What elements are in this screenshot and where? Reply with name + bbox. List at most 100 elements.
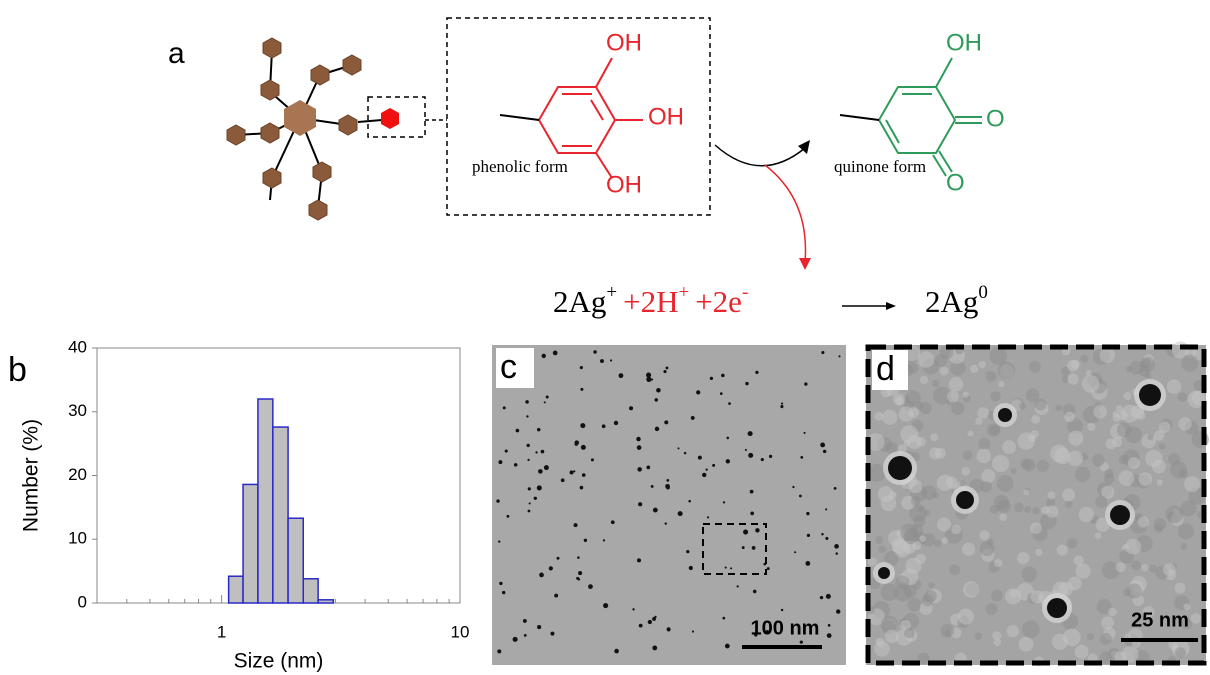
particle xyxy=(720,392,723,395)
particle xyxy=(574,523,578,527)
particle xyxy=(549,566,553,570)
texture xyxy=(1093,405,1107,419)
particle xyxy=(529,502,531,504)
group-label: OH xyxy=(606,29,642,56)
particle xyxy=(702,473,706,477)
particle xyxy=(677,447,679,449)
particle xyxy=(591,458,594,461)
texture xyxy=(1145,450,1162,467)
texture xyxy=(1128,457,1140,469)
texture xyxy=(1100,347,1116,363)
particle xyxy=(506,515,509,518)
texture xyxy=(1180,543,1187,550)
panel-label: b xyxy=(8,351,27,389)
texture xyxy=(874,641,890,657)
particle xyxy=(726,459,730,463)
particle xyxy=(580,366,583,369)
particle xyxy=(629,406,633,410)
particle xyxy=(569,470,573,474)
reaction-arrow xyxy=(715,145,805,166)
particle xyxy=(523,619,527,623)
particle xyxy=(611,520,615,524)
texture xyxy=(1046,505,1058,517)
texture xyxy=(1021,458,1032,469)
particle xyxy=(710,377,713,380)
texture xyxy=(935,448,946,459)
particle xyxy=(614,649,619,654)
texture xyxy=(1014,502,1024,512)
particle xyxy=(834,487,837,490)
particle xyxy=(651,485,654,488)
texture xyxy=(979,530,989,540)
particle xyxy=(725,644,730,649)
texture xyxy=(1175,647,1186,658)
particle xyxy=(827,633,832,638)
texture xyxy=(895,575,909,589)
particle xyxy=(576,577,579,580)
particle xyxy=(696,390,700,394)
particle xyxy=(730,567,732,569)
texture xyxy=(1116,405,1123,412)
x-axis-label: Size (nm) xyxy=(234,650,324,673)
eq-term: +2H xyxy=(623,284,678,319)
core xyxy=(284,100,316,136)
particle xyxy=(806,512,809,515)
particle xyxy=(542,354,546,358)
particle xyxy=(686,550,689,553)
texture xyxy=(1159,443,1166,450)
texture xyxy=(998,362,1016,380)
eq-term: 2Ag xyxy=(925,284,978,319)
texture xyxy=(912,541,921,550)
texture xyxy=(951,402,964,415)
particle xyxy=(503,406,506,409)
particle xyxy=(804,382,807,385)
texture xyxy=(882,410,897,425)
particle xyxy=(525,400,529,404)
texture xyxy=(920,376,928,384)
bar xyxy=(258,399,273,603)
texture xyxy=(1047,491,1055,499)
particle xyxy=(648,620,652,624)
texture xyxy=(1019,403,1026,410)
particle xyxy=(750,512,754,516)
particle xyxy=(544,401,546,403)
texture xyxy=(998,381,1004,387)
texture xyxy=(1178,392,1188,402)
texture xyxy=(875,536,883,544)
particle xyxy=(805,561,810,566)
texture xyxy=(1184,476,1200,492)
cube xyxy=(227,125,245,145)
texture xyxy=(1087,423,1095,431)
particle xyxy=(743,529,748,534)
particle xyxy=(821,533,823,535)
phenolic-groups: OH OH OH xyxy=(606,29,684,198)
particle xyxy=(835,552,837,554)
texture xyxy=(963,392,969,398)
texture xyxy=(1028,434,1036,442)
texture xyxy=(1030,522,1042,534)
eq-term: +2e xyxy=(695,284,742,319)
reduction-arrow xyxy=(765,165,806,262)
particle xyxy=(750,490,754,494)
texture xyxy=(962,543,975,556)
particle xyxy=(654,398,658,402)
particle xyxy=(610,359,612,361)
particle xyxy=(652,646,657,651)
particle xyxy=(561,478,565,482)
texture xyxy=(1115,562,1125,572)
particle xyxy=(588,584,593,589)
texture xyxy=(1022,566,1038,582)
y-axis-label: Number (%) xyxy=(20,419,43,532)
cube xyxy=(263,38,281,58)
particle xyxy=(580,388,583,391)
particle xyxy=(761,458,764,461)
y-tick-label: 10 xyxy=(68,529,87,548)
particle xyxy=(580,423,585,428)
particle xyxy=(546,395,549,398)
particle xyxy=(614,421,618,425)
texture xyxy=(1127,583,1142,598)
particle xyxy=(742,546,745,549)
structure-label: phenolic form xyxy=(472,157,568,176)
texture xyxy=(1138,472,1152,486)
cube xyxy=(313,162,331,182)
